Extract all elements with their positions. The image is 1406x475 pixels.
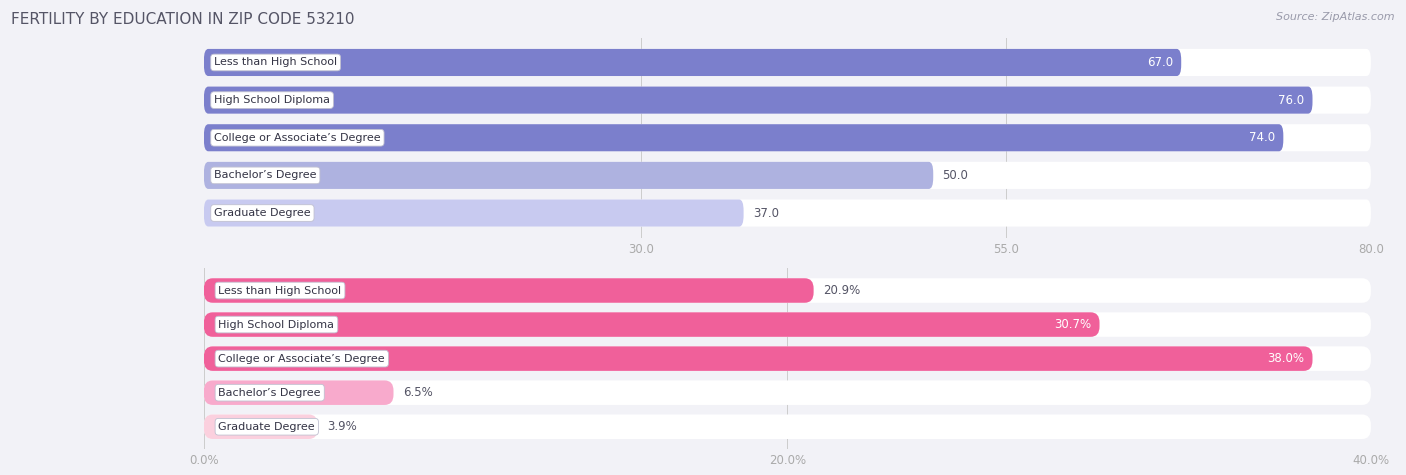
Text: Less than High School: Less than High School xyxy=(214,57,337,67)
Text: Bachelor’s Degree: Bachelor’s Degree xyxy=(218,388,321,398)
Text: High School Diploma: High School Diploma xyxy=(214,95,330,105)
FancyBboxPatch shape xyxy=(204,312,1099,337)
Text: 50.0: 50.0 xyxy=(942,169,969,182)
FancyBboxPatch shape xyxy=(204,162,1371,189)
FancyBboxPatch shape xyxy=(204,415,318,439)
Text: 67.0: 67.0 xyxy=(1147,56,1173,69)
FancyBboxPatch shape xyxy=(204,124,1284,152)
Text: College or Associate’s Degree: College or Associate’s Degree xyxy=(214,133,381,143)
Text: 38.0%: 38.0% xyxy=(1267,352,1305,365)
FancyBboxPatch shape xyxy=(204,346,1371,371)
FancyBboxPatch shape xyxy=(204,278,1371,303)
Text: High School Diploma: High School Diploma xyxy=(218,320,335,330)
Text: 76.0: 76.0 xyxy=(1278,94,1305,106)
Text: 74.0: 74.0 xyxy=(1249,131,1275,144)
FancyBboxPatch shape xyxy=(204,380,1371,405)
FancyBboxPatch shape xyxy=(204,86,1371,114)
Text: Graduate Degree: Graduate Degree xyxy=(218,422,315,432)
FancyBboxPatch shape xyxy=(204,200,744,227)
FancyBboxPatch shape xyxy=(204,162,934,189)
FancyBboxPatch shape xyxy=(204,278,814,303)
FancyBboxPatch shape xyxy=(204,346,1313,371)
Text: College or Associate’s Degree: College or Associate’s Degree xyxy=(218,353,385,364)
Text: Bachelor’s Degree: Bachelor’s Degree xyxy=(214,171,316,180)
Text: Less than High School: Less than High School xyxy=(218,285,342,295)
FancyBboxPatch shape xyxy=(204,86,1313,114)
FancyBboxPatch shape xyxy=(204,380,394,405)
Text: 3.9%: 3.9% xyxy=(328,420,357,433)
Text: 20.9%: 20.9% xyxy=(823,284,860,297)
FancyBboxPatch shape xyxy=(204,415,1371,439)
FancyBboxPatch shape xyxy=(204,49,1371,76)
FancyBboxPatch shape xyxy=(204,49,1181,76)
FancyBboxPatch shape xyxy=(204,312,1371,337)
FancyBboxPatch shape xyxy=(204,200,1371,227)
FancyBboxPatch shape xyxy=(204,124,1371,152)
Text: Graduate Degree: Graduate Degree xyxy=(214,208,311,218)
Text: Source: ZipAtlas.com: Source: ZipAtlas.com xyxy=(1277,12,1395,22)
Text: 37.0: 37.0 xyxy=(754,207,779,219)
Text: 6.5%: 6.5% xyxy=(404,386,433,399)
Text: 30.7%: 30.7% xyxy=(1054,318,1091,331)
Text: FERTILITY BY EDUCATION IN ZIP CODE 53210: FERTILITY BY EDUCATION IN ZIP CODE 53210 xyxy=(11,12,354,27)
